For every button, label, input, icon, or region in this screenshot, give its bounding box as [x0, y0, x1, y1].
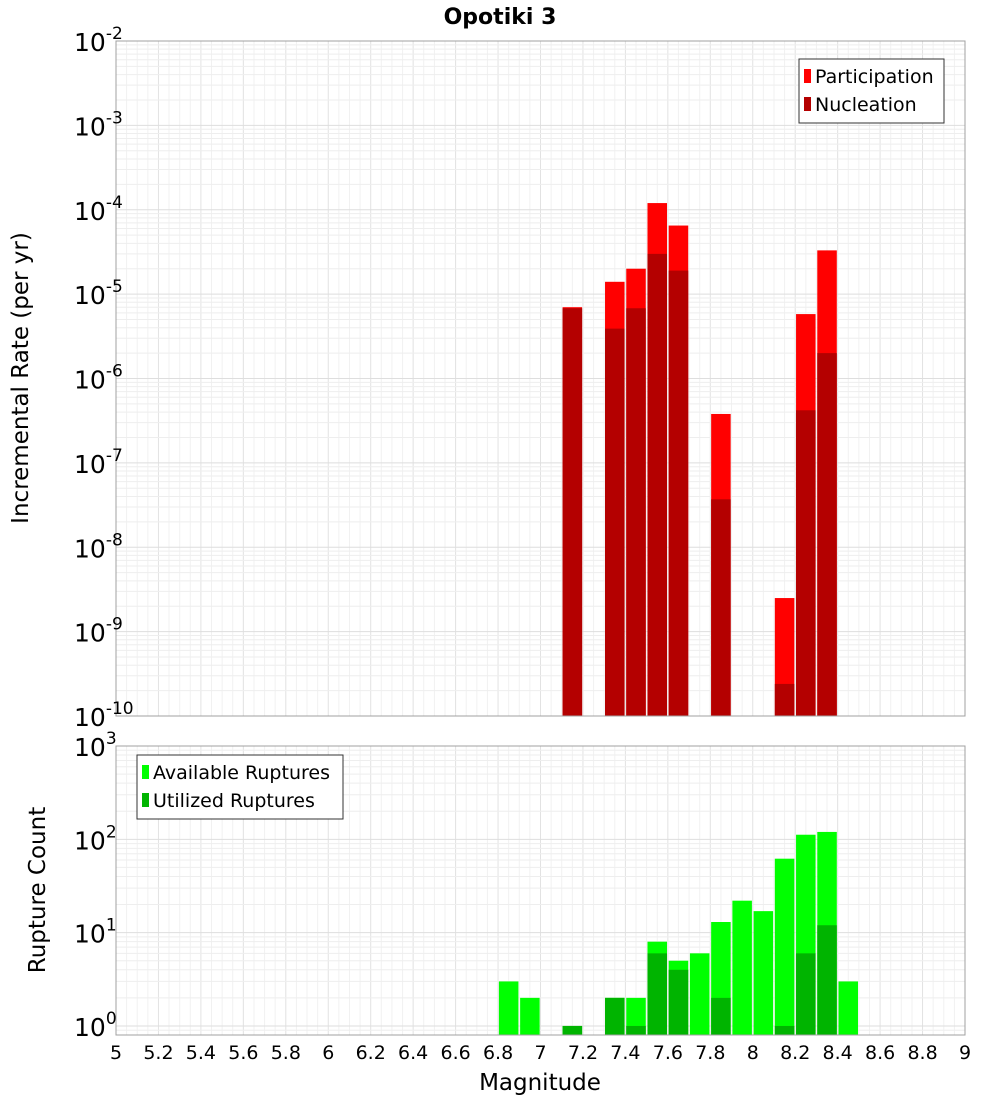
legend-box: [136, 754, 344, 820]
bottom-bars: [498, 831, 859, 1035]
bottom-y-axis-label: Rupture Count: [25, 807, 51, 973]
x-axis-label: Magnitude: [479, 1070, 601, 1096]
bar-count-primary: [498, 981, 519, 1035]
y-tick-label: 101: [74, 916, 117, 949]
x-tick-label: 7.2: [568, 1042, 598, 1064]
bar-rate-secondary: [711, 499, 731, 716]
bar-rate-secondary: [647, 253, 668, 716]
top-bars: [562, 203, 837, 717]
x-tick-label: 8.6: [865, 1042, 895, 1064]
bar-count-secondary: [562, 1025, 583, 1035]
y-tick-label: 10-3: [74, 108, 123, 141]
bar-count-secondary: [774, 1025, 795, 1035]
bar-count-secondary: [626, 1025, 646, 1035]
x-tick-label: 7.4: [610, 1042, 640, 1064]
bottom-legend: Available Ruptures Utilized Ruptures: [136, 754, 344, 820]
y-tick-label: 102: [74, 822, 117, 855]
x-tick-label: 7.6: [653, 1042, 683, 1064]
top-grid: [115, 40, 966, 717]
bottom-panel: 100 101 102 103 5 5.2 5.4 5.6 5.8 6 6.2 6.4 6.6 6.8 7…: [25, 729, 971, 1096]
bottom-plot-frame: [115, 745, 966, 1036]
bar-count-primary: [626, 997, 646, 1035]
bar-count-secondary: [711, 997, 731, 1035]
x-tick-label: 6.4: [398, 1042, 428, 1064]
x-tick-label: 8.2: [780, 1042, 810, 1064]
bottom-y-tick-labels: 100 101 102 103: [74, 729, 117, 1042]
legend-label: Participation: [815, 66, 934, 88]
bar-rate-secondary: [626, 308, 646, 716]
x-tick-label: 8: [747, 1042, 759, 1064]
y-tick-label: 10-6: [74, 362, 123, 395]
bar-rate-secondary: [796, 410, 816, 716]
legend-swatch: [142, 765, 149, 779]
bar-rate-secondary: [774, 683, 795, 716]
bar-rate-secondary: [562, 308, 583, 716]
top-panel: 10-10 10-9 10-8 10-7 10-6 10-5 10-4 10-3 10-2 In…: [8, 24, 966, 732]
x-tick-label: 5.2: [143, 1042, 173, 1064]
legend-swatch: [804, 97, 811, 111]
x-tick-label: 7.8: [695, 1042, 725, 1064]
top-legend: Participation Nucleation: [798, 58, 945, 124]
bar-count-primary: [774, 858, 795, 1035]
y-tick-label: 10-2: [74, 24, 123, 57]
x-tick-label: 6: [322, 1042, 334, 1064]
x-tick-labels: 5 5.2 5.4 5.6 5.8 6 6.2 6.4 6.6 6.8 7 7.2 7.4 7.6 7.8 8…: [110, 1042, 971, 1064]
x-tick-label: 5: [110, 1042, 122, 1064]
y-tick-label: 10-5: [74, 277, 123, 310]
top-y-axis-label: Incremental Rate (per yr): [8, 232, 34, 524]
legend-label: Available Ruptures: [153, 762, 330, 784]
legend-swatch: [804, 69, 811, 83]
x-tick-label: 8.4: [823, 1042, 853, 1064]
legend-label: Nucleation: [815, 94, 917, 116]
bar-rate-secondary: [817, 353, 837, 716]
y-tick-label: 100: [74, 1009, 117, 1042]
x-tick-label: 8.8: [907, 1042, 937, 1064]
legend-swatch: [142, 793, 149, 807]
x-tick-label: 5.4: [186, 1042, 216, 1064]
top-plot-frame: [115, 40, 966, 717]
legend-box: [798, 58, 945, 124]
x-tick-label: 6.8: [483, 1042, 513, 1064]
y-tick-label: 10-10: [74, 699, 134, 732]
bar-count-secondary: [647, 953, 668, 1035]
x-tick-label: 6.2: [356, 1042, 386, 1064]
y-tick-label: 10-4: [74, 193, 123, 226]
bar-count-secondary: [817, 925, 837, 1035]
bar-count-secondary: [605, 997, 625, 1035]
top-y-tick-labels: 10-10 10-9 10-8 10-7 10-6 10-5 10-4 10-3 10-2: [74, 24, 134, 732]
y-tick-label: 10-7: [74, 446, 123, 479]
bar-count-primary: [520, 997, 540, 1035]
bar-count-primary: [689, 953, 710, 1035]
x-tick-label: 6.6: [440, 1042, 470, 1064]
bar-rate-secondary: [668, 270, 689, 716]
x-tick-label: 9: [959, 1042, 971, 1064]
y-tick-label: 10-9: [74, 615, 123, 648]
x-tick-label: 7: [534, 1042, 546, 1064]
bar-count-secondary: [668, 969, 689, 1035]
bar-count-secondary: [796, 953, 816, 1035]
y-tick-label: 103: [74, 729, 117, 762]
bar-rate-secondary: [605, 328, 625, 716]
x-tick-label: 5.6: [228, 1042, 258, 1064]
x-tick-label: 5.8: [271, 1042, 301, 1064]
bar-count-primary: [838, 981, 859, 1035]
bar-count-primary: [732, 900, 752, 1035]
bar-count-primary: [753, 911, 774, 1035]
y-tick-label: 10-8: [74, 530, 123, 563]
legend-label: Utilized Ruptures: [153, 790, 315, 812]
chart-title: Opotiki 3: [444, 5, 557, 30]
